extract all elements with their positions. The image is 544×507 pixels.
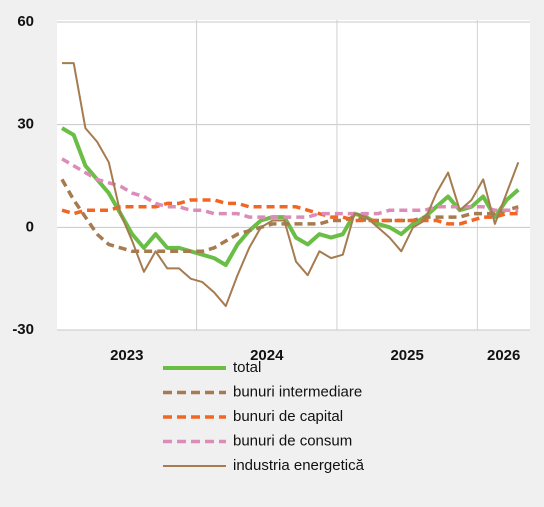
plot-area <box>57 20 530 330</box>
y-tick-label: 60 <box>17 13 34 30</box>
x-tick-label: 2023 <box>110 347 143 364</box>
legend-label: industria energetică <box>233 457 365 474</box>
x-tick-label: 2026 <box>487 347 520 364</box>
legend-label: bunuri de capital <box>233 408 343 425</box>
series-line <box>60 178 519 254</box>
legend-label: total <box>233 359 261 376</box>
series-line <box>62 62 520 308</box>
series-line <box>61 157 519 219</box>
x-tick-label: 2025 <box>390 347 423 364</box>
legend-label: bunuri intermediare <box>233 383 362 400</box>
legend-label: bunuri de consum <box>233 432 352 449</box>
x-tick-label: 2024 <box>250 347 284 364</box>
series-line <box>60 126 520 267</box>
y-tick-label: 0 <box>26 218 34 235</box>
y-tick-label: 30 <box>17 116 34 133</box>
y-tick-label: -30 <box>12 321 34 338</box>
